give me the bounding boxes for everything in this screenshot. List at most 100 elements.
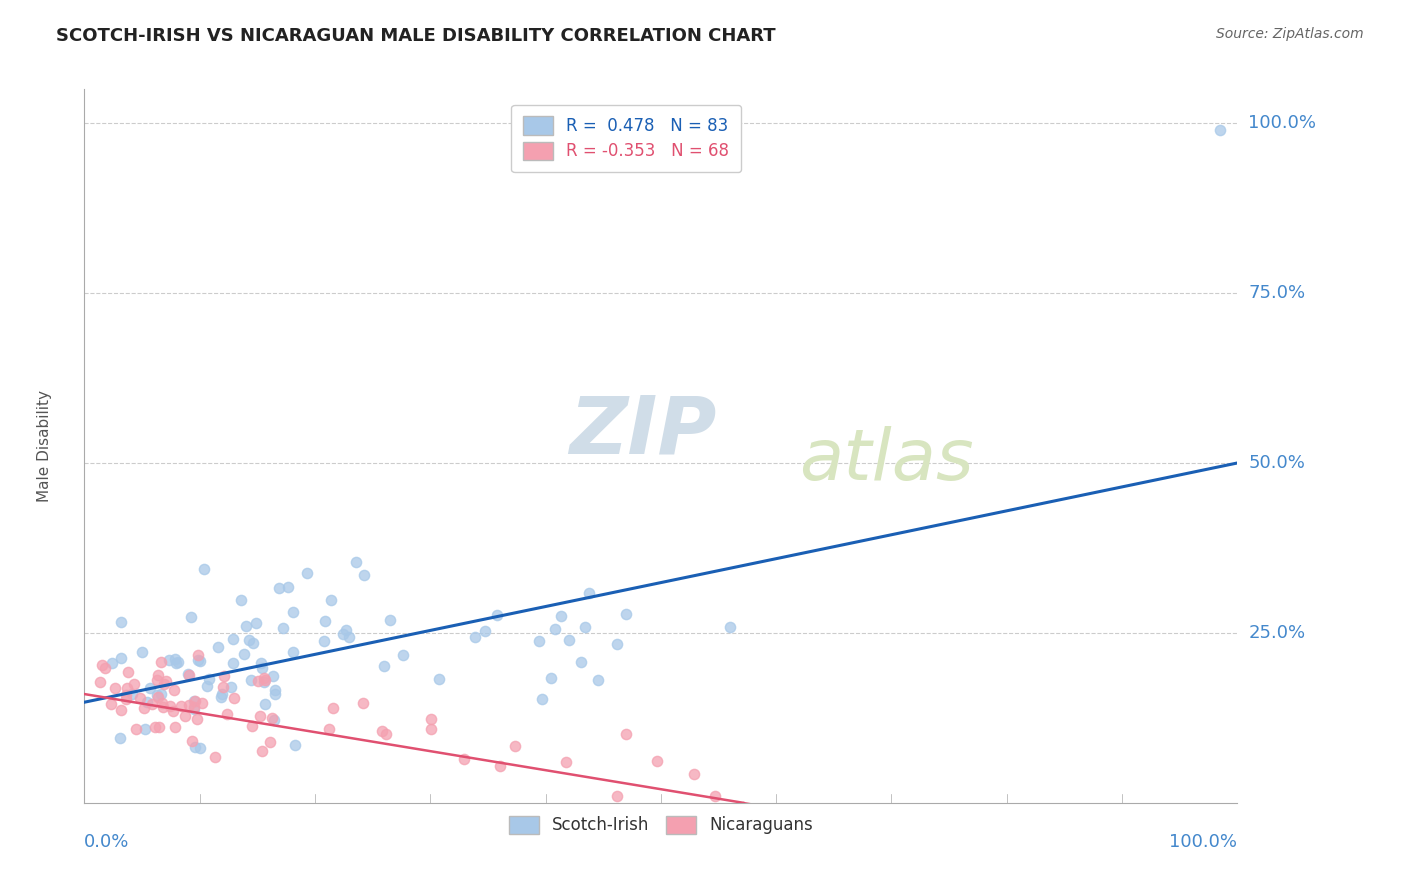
Point (188, 741, 211, 756)
Point (380, 613, 402, 627)
Point (392, 648, 415, 663)
Point (574, 620, 596, 634)
Point (420, 722, 443, 736)
Point (188, 654, 211, 668)
Point (335, 623, 357, 637)
Point (371, 724, 394, 739)
Point (183, 702, 205, 716)
Point (295, 566, 318, 581)
Point (132, 700, 155, 714)
Point (544, 622, 567, 636)
Point (165, 657, 187, 671)
Point (170, 698, 193, 713)
Text: Male Disability: Male Disability (37, 390, 52, 502)
Point (146, 667, 169, 681)
Point (91, 657, 114, 672)
Point (332, 627, 354, 641)
Point (337, 631, 360, 645)
Point (222, 632, 245, 646)
Point (129, 691, 152, 706)
Point (464, 631, 486, 645)
Point (163, 683, 186, 698)
Point (211, 687, 233, 701)
Point (163, 652, 186, 666)
Point (114, 688, 136, 702)
Point (250, 661, 273, 675)
Point (121, 687, 143, 701)
Text: atlas: atlas (799, 425, 974, 495)
Point (163, 720, 186, 734)
Point (271, 621, 294, 635)
Point (152, 699, 174, 714)
Point (150, 696, 173, 710)
Point (143, 721, 166, 735)
Point (146, 690, 169, 705)
Point (250, 657, 273, 671)
Point (149, 655, 172, 669)
Point (100, 697, 122, 711)
Text: 100.0%: 100.0% (1249, 114, 1316, 132)
Point (89, 674, 111, 689)
Point (157, 653, 180, 667)
Point (260, 711, 283, 725)
Point (606, 789, 628, 803)
Point (229, 593, 252, 607)
Point (193, 562, 215, 576)
Point (149, 688, 172, 702)
Point (318, 723, 340, 737)
Point (180, 610, 202, 624)
Point (209, 690, 232, 705)
Text: Source: ZipAtlas.com: Source: ZipAtlas.com (1216, 27, 1364, 41)
Point (139, 681, 162, 695)
Point (322, 701, 344, 715)
Point (117, 665, 139, 680)
Point (222, 690, 245, 705)
Point (353, 568, 375, 582)
Point (704, 789, 727, 803)
Point (148, 720, 170, 734)
Point (569, 655, 592, 669)
Point (373, 659, 395, 673)
Point (184, 739, 207, 754)
Point (141, 698, 163, 712)
Point (277, 580, 299, 594)
Legend: Scotch-Irish, Nicaraguans: Scotch-Irish, Nicaraguans (502, 809, 820, 841)
Point (453, 752, 475, 766)
Point (101, 657, 124, 671)
Point (606, 637, 628, 651)
Point (134, 723, 156, 737)
Point (108, 731, 131, 745)
Point (530, 692, 553, 706)
Point (191, 696, 214, 710)
Point (166, 655, 188, 669)
Text: ZIP: ZIP (568, 392, 716, 471)
Point (314, 614, 336, 628)
Point (235, 619, 257, 633)
Point (155, 674, 177, 689)
Point (263, 714, 285, 728)
Point (179, 667, 201, 681)
Point (162, 704, 184, 718)
Point (374, 727, 396, 741)
Point (264, 687, 287, 701)
Point (242, 635, 264, 649)
Point (159, 699, 181, 714)
Point (352, 696, 374, 710)
Point (503, 739, 526, 754)
Point (1209, 123, 1232, 137)
Text: 50.0%: 50.0% (1249, 454, 1305, 472)
Point (240, 673, 263, 687)
Point (489, 759, 512, 773)
Point (212, 669, 235, 683)
Point (321, 592, 343, 607)
Point (283, 738, 305, 752)
Point (247, 673, 270, 688)
Text: 25.0%: 25.0% (1249, 624, 1306, 642)
Point (558, 633, 581, 648)
Point (586, 673, 609, 688)
Point (474, 624, 496, 639)
Point (281, 605, 304, 619)
Point (207, 640, 229, 654)
Point (718, 620, 741, 634)
Point (554, 755, 576, 769)
